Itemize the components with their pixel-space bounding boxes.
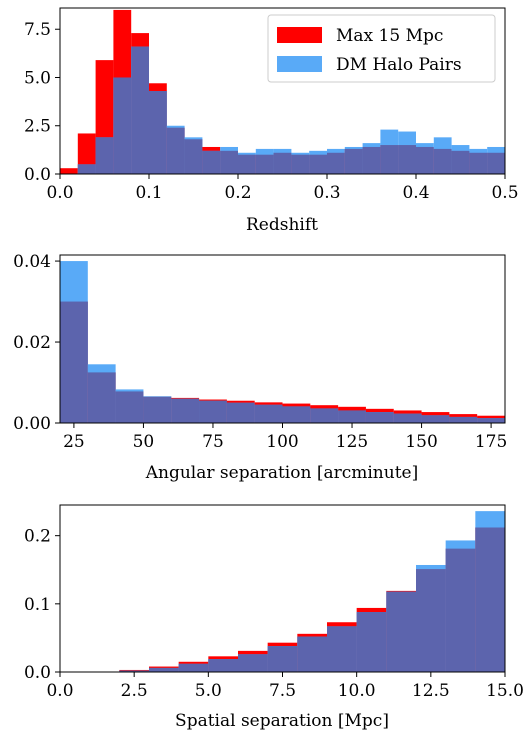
- x-axis-label: Angular separation [arcminute]: [145, 463, 418, 483]
- x-tick-label: 75: [202, 432, 224, 452]
- y-tick-label: 2.5: [24, 117, 51, 137]
- bar-max-15-mpc: [77, 133, 96, 174]
- bar-overlap: [149, 91, 167, 174]
- bar-overlap: [380, 145, 399, 174]
- bar-overlap: [309, 154, 327, 174]
- bar-overlap: [220, 150, 238, 174]
- y-tick-label: 0.0: [24, 165, 51, 185]
- bar-overlap: [393, 413, 422, 423]
- bar-overlap: [131, 46, 149, 174]
- plot-frame: [59, 7, 506, 175]
- bar-overlap: [365, 412, 394, 423]
- bar-overlap: [398, 145, 416, 174]
- legend-box: [267, 14, 496, 83]
- y-tick-label: 7.5: [24, 20, 51, 40]
- x-tick-label: 5.0: [195, 681, 222, 701]
- x-tick-label: 175: [475, 432, 507, 452]
- y-tick-label: 0.0: [24, 663, 51, 683]
- bar-overlap: [273, 152, 292, 174]
- bar-overlap: [60, 301, 88, 423]
- bar-overlap: [291, 154, 310, 174]
- x-tick-label: 150: [405, 432, 437, 452]
- y-tick-label: 0.00: [13, 414, 51, 434]
- x-tick-label: 0.0: [46, 681, 73, 701]
- x-tick-label: 25: [63, 432, 85, 452]
- legend-label-max-15-mpc: Max 15 Mpc: [336, 26, 443, 46]
- bar-overlap: [421, 415, 450, 423]
- bar-overlap: [166, 127, 185, 174]
- bar-overlap: [356, 612, 387, 672]
- x-tick-label: 10.0: [338, 681, 376, 701]
- bar-overlap: [208, 659, 238, 672]
- bar-overlap: [282, 406, 311, 423]
- y-tick-label: 0.04: [13, 252, 51, 272]
- bar-overlap: [171, 398, 200, 423]
- bar-overlap: [202, 150, 221, 174]
- bar-overlap: [77, 164, 96, 174]
- x-tick-label: 2.5: [121, 681, 148, 701]
- x-tick-label: 15.0: [486, 681, 524, 701]
- x-tick-label: 7.5: [269, 681, 296, 701]
- legend-swatch-max-15-mpc: [277, 27, 322, 43]
- bar-overlap: [267, 646, 298, 672]
- bar-overlap: [149, 667, 179, 672]
- bar-overlap: [297, 636, 327, 672]
- x-tick-label: 0.5: [491, 183, 518, 203]
- x-tick-label: 0.2: [224, 183, 251, 203]
- y-tick-label: 5.0: [24, 68, 51, 88]
- bar-overlap: [416, 569, 446, 672]
- bar-max-15-mpc: [60, 168, 78, 174]
- bar-overlap: [255, 154, 274, 174]
- bar-overlap: [143, 396, 172, 423]
- bar-overlap: [310, 408, 339, 423]
- bar-overlap: [184, 139, 203, 174]
- x-tick-label: 0.4: [402, 183, 429, 203]
- bar-overlap: [87, 372, 116, 423]
- bar-overlap: [226, 402, 255, 423]
- bar-overlap: [115, 391, 144, 423]
- x-tick-label: 0.3: [313, 183, 340, 203]
- bar-overlap: [433, 148, 452, 174]
- bar-overlap: [416, 146, 434, 174]
- legend-swatch-dm-halo-pairs: [277, 56, 322, 72]
- bar-overlap: [487, 152, 505, 174]
- legend-label-dm-halo-pairs: DM Halo Pairs: [336, 55, 462, 75]
- bar-overlap: [95, 137, 114, 174]
- bar-overlap: [119, 670, 149, 672]
- legend: Max 15 Mpc DM Halo Pairs: [267, 14, 496, 83]
- x-tick-label: 12.5: [412, 681, 450, 701]
- x-axis-label: Spatial separation [Mpc]: [175, 711, 389, 731]
- x-tick-label: 125: [336, 432, 368, 452]
- bar-overlap: [469, 152, 488, 174]
- bar-overlap: [327, 152, 345, 174]
- bar-overlap: [327, 626, 357, 672]
- x-tick-label: 100: [266, 432, 298, 452]
- bar-overlap: [344, 148, 363, 174]
- y-tick-label: 0.1: [24, 595, 51, 615]
- bar-overlap: [475, 527, 505, 672]
- x-tick-label: 0.1: [135, 183, 162, 203]
- bar-overlap: [386, 591, 416, 672]
- x-tick-label: 50: [133, 432, 155, 452]
- bar-overlap: [445, 548, 476, 672]
- bar-overlap: [477, 418, 505, 423]
- bar-overlap: [362, 146, 381, 174]
- bar-overlap: [178, 663, 209, 672]
- y-tick-label: 0.02: [13, 333, 51, 353]
- bar-overlap: [238, 654, 268, 672]
- bar-overlap: [338, 410, 366, 423]
- y-tick-label: 0.2: [24, 527, 51, 547]
- bar-overlap: [199, 400, 227, 423]
- bar-overlap: [113, 77, 132, 174]
- bar-overlap: [254, 404, 283, 423]
- panel-angular-separation: 25 50 75 100 125 150 175 0.00 0.02 0.04 Angular s…: [13, 252, 507, 483]
- bar-overlap: [238, 154, 256, 174]
- bar-overlap: [451, 150, 470, 174]
- panel-redshift: 0.0 0.1 0.2 0.3 0.4 0.50.02.55.07.5 Redshift …: [24, 7, 519, 235]
- x-axis-label: Redshift: [246, 215, 318, 235]
- x-tick-label: 0.0: [46, 183, 73, 203]
- bar-overlap: [449, 416, 478, 423]
- panel-spatial-separation: 0.0 2.5 5.0 7.5 10.0 12.5 15.0 0.0 0.1 0.2 Spatia…: [24, 504, 524, 731]
